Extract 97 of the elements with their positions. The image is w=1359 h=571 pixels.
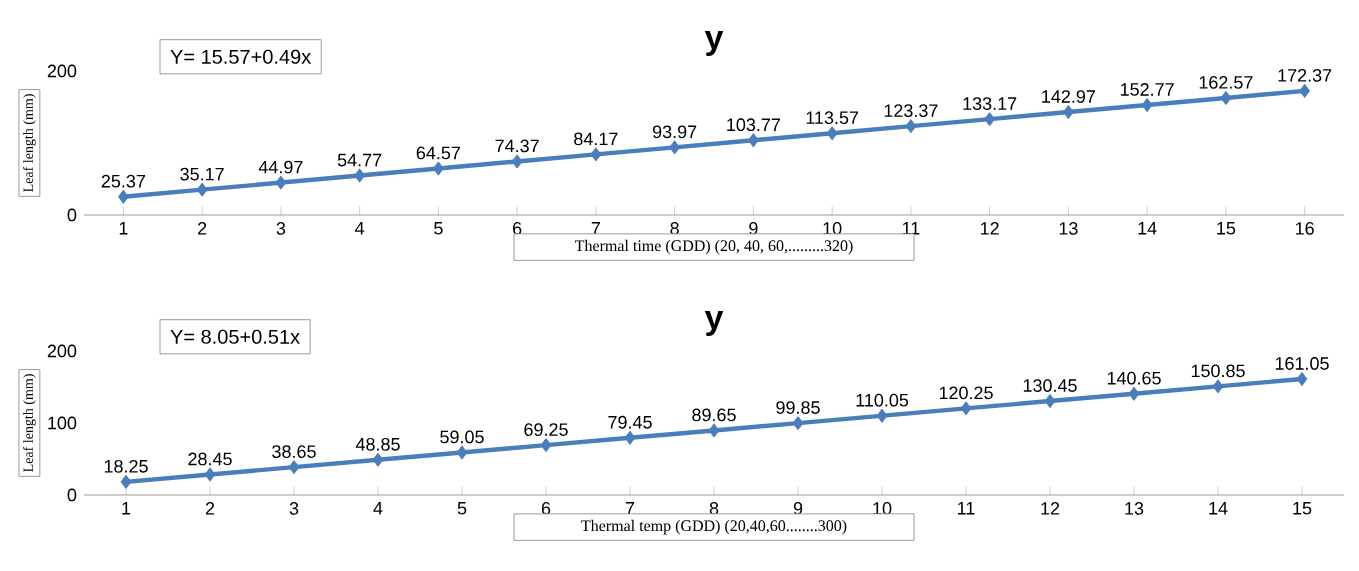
- point: [1063, 105, 1074, 119]
- point: [708, 423, 720, 438]
- point: [826, 126, 838, 141]
- x-tick-label: 3: [276, 222, 286, 235]
- data-label: 25.37: [101, 174, 145, 188]
- x-tick-label: 2: [198, 222, 207, 235]
- data-label: 35.17: [180, 167, 224, 181]
- point: [1044, 394, 1056, 408]
- y-tick-label: 200: [47, 64, 77, 78]
- point: [511, 154, 523, 169]
- data-label: 133.17: [963, 97, 1017, 110]
- point: [433, 161, 444, 176]
- data-label: 162.57: [1199, 76, 1253, 89]
- data-label: 113.57: [806, 111, 859, 125]
- data-label: 54.77: [337, 153, 382, 167]
- point: [275, 175, 287, 190]
- data-label: 69.25: [524, 423, 568, 436]
- text: Y= 15.57+0.49x: [170, 49, 311, 64]
- data-label: 84.17: [574, 132, 618, 146]
- y-tick-label: 0: [67, 208, 77, 222]
- data-label: 74.37: [495, 139, 539, 153]
- point: [590, 147, 602, 162]
- x-axis-title: Thermal temp (GDD) (20,40,60........300): [581, 519, 847, 535]
- data-label: 110.05: [856, 393, 909, 407]
- point: [1299, 83, 1310, 98]
- x-tick-label: 3: [289, 502, 299, 515]
- data-label: 79.45: [608, 415, 652, 429]
- data-label: 99.85: [776, 401, 820, 414]
- x-tick-label: 5: [434, 222, 443, 235]
- point: [876, 408, 888, 423]
- x-tick-label: 1: [122, 502, 131, 515]
- point: [1141, 98, 1153, 112]
- x-tick-label: 2: [205, 502, 215, 515]
- point: [118, 189, 129, 204]
- x-tick-label: 14: [1138, 222, 1157, 235]
- x-tick-label: 15: [1217, 222, 1236, 235]
- point: [624, 430, 636, 445]
- data-label: 150.85: [1191, 364, 1245, 378]
- data-label: 28.45: [188, 452, 232, 466]
- data-label: 89.65: [692, 408, 736, 422]
- chart-title: y: [704, 30, 724, 56]
- x-tick-label: 12: [981, 222, 999, 235]
- data-label: 130.45: [1023, 379, 1077, 392]
- y-axis-title: Leaf length (mm): [22, 374, 36, 472]
- data-label: 59.05: [440, 430, 484, 444]
- point: [288, 460, 300, 475]
- x-tick-label: 13: [1125, 502, 1144, 515]
- data-label: 172.37: [1278, 68, 1332, 82]
- data-label: 44.97: [258, 160, 303, 174]
- point: [204, 467, 216, 482]
- point: [196, 182, 208, 197]
- y-tick-label: 200: [47, 344, 77, 358]
- point: [905, 119, 917, 134]
- point: [669, 140, 680, 155]
- point: [792, 416, 804, 430]
- x-tick-label: 12: [1041, 502, 1060, 515]
- point: [1220, 91, 1232, 105]
- point: [120, 474, 132, 489]
- x-tick-label: 14: [1209, 502, 1228, 515]
- point: [372, 452, 384, 467]
- x-tick-label: 1: [119, 222, 128, 235]
- data-label: 103.77: [727, 118, 780, 132]
- x-tick-label: 7: [625, 502, 635, 515]
- data-label: 64.57: [416, 146, 460, 160]
- point: [1212, 379, 1224, 394]
- point: [456, 445, 468, 460]
- data-label: 120.25: [939, 386, 993, 400]
- data-label: 152.77: [1120, 83, 1174, 96]
- point: [540, 438, 552, 453]
- point: [1296, 372, 1308, 386]
- x-tick-label: 13: [1059, 222, 1078, 235]
- data-label: 142.97: [1042, 90, 1095, 103]
- x-tick-label: 4: [355, 222, 365, 235]
- data-label: 161.05: [1275, 357, 1329, 370]
- data-label: 48.85: [355, 437, 400, 451]
- x-tick-label: 16: [1296, 222, 1314, 235]
- x-tick-label: 11: [958, 502, 975, 515]
- x-tick-label: 7: [591, 222, 600, 235]
- x-tick-label: 15: [1293, 502, 1312, 515]
- text: Y= 8.05+0.51x: [170, 329, 300, 344]
- y-axis-title: Leaf length (mm): [22, 94, 36, 192]
- chart-title: y: [704, 310, 724, 336]
- point: [960, 401, 972, 416]
- data-label: 140.65: [1107, 371, 1161, 385]
- x-axis-title: Thermal time (GDD) (20, 40, 60,.........320): [574, 239, 853, 255]
- point: [984, 112, 995, 127]
- y-tick-label: 0: [67, 488, 77, 502]
- point: [1128, 386, 1140, 401]
- data-label: 93.97: [652, 125, 697, 139]
- data-label: 123.37: [884, 104, 938, 118]
- point: [354, 168, 365, 183]
- point: [748, 133, 759, 148]
- x-tick-label: 4: [373, 502, 383, 515]
- y-tick-label: 100: [48, 416, 77, 430]
- data-label: 18.25: [104, 459, 148, 473]
- data-label: 38.65: [272, 445, 316, 458]
- x-tick-label: 5: [457, 502, 467, 515]
